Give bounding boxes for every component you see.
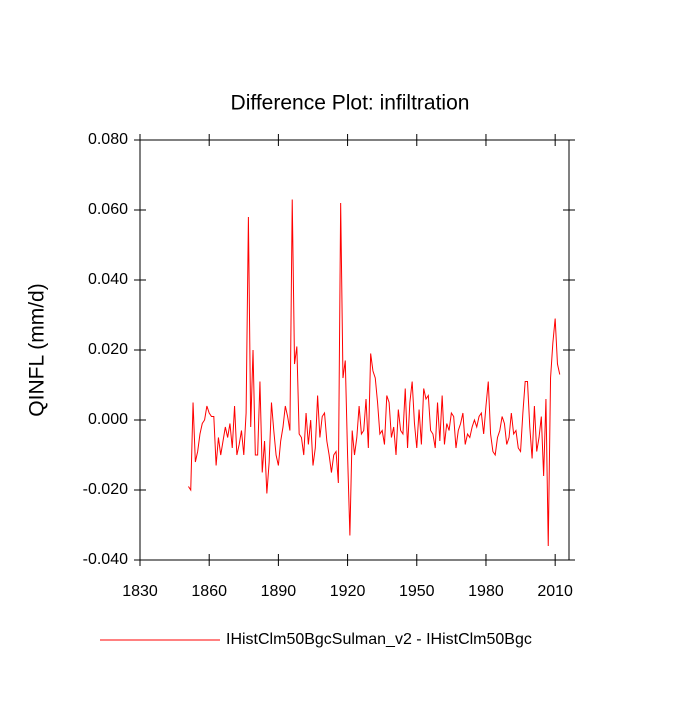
y-tick-label: -0.020 (83, 481, 128, 498)
x-tick-label: 1860 (191, 583, 227, 600)
data-line (188, 199, 561, 547)
plot-frame (139, 139, 570, 561)
y-tick-label: 0.040 (88, 271, 128, 288)
x-tick-label: 1890 (261, 583, 297, 600)
y-tick-label: 0.080 (88, 131, 128, 148)
y-tick-label: 0.060 (88, 201, 128, 218)
x-tick-label: 2010 (537, 583, 573, 600)
x-tick-label: 1950 (399, 583, 435, 600)
y-tick-label: 0.020 (88, 341, 128, 358)
chart-title: Difference Plot: infiltration (231, 92, 470, 115)
x-tick-label: 1980 (468, 583, 504, 600)
x-tick-label: 1830 (122, 583, 158, 600)
y-tick-label: -0.040 (83, 551, 128, 568)
y-tick-label: 0.000 (88, 411, 128, 428)
legend-label: IHistClm50BgcSulman_v2 - IHistClm50Bgc (226, 631, 532, 648)
y-axis-label: QINFL (mm/d) (26, 283, 49, 416)
x-tick-label: 1920 (330, 583, 366, 600)
